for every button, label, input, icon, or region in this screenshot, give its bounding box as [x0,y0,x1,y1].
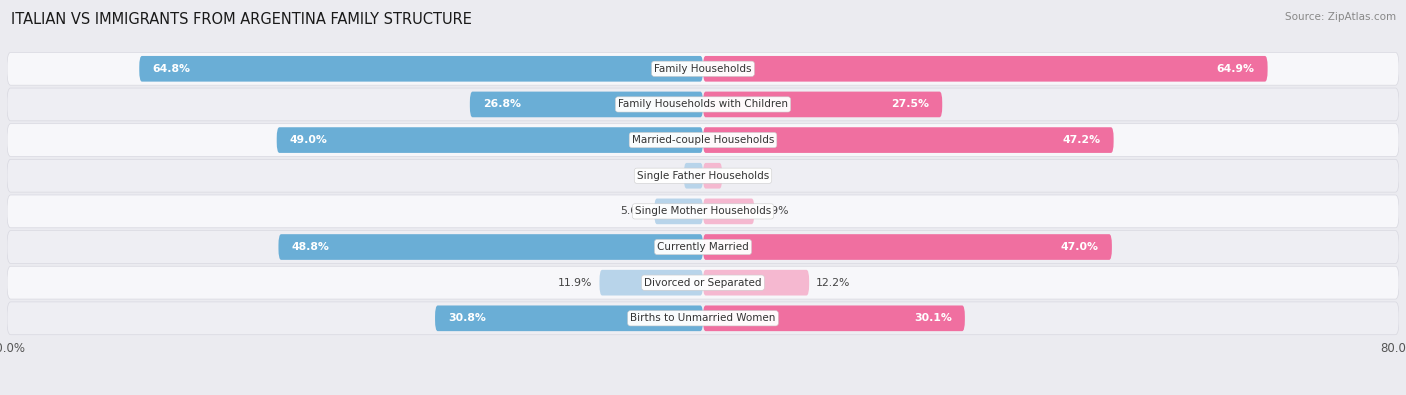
Text: Single Father Households: Single Father Households [637,171,769,181]
FancyBboxPatch shape [703,305,965,331]
FancyBboxPatch shape [703,234,1112,260]
Text: Births to Unmarried Women: Births to Unmarried Women [630,313,776,324]
FancyBboxPatch shape [599,270,703,295]
FancyBboxPatch shape [7,302,1399,335]
FancyBboxPatch shape [703,56,1268,82]
Text: Family Households: Family Households [654,64,752,74]
Text: 5.9%: 5.9% [761,206,789,216]
FancyBboxPatch shape [7,159,1399,192]
FancyBboxPatch shape [7,53,1399,85]
FancyBboxPatch shape [7,266,1399,299]
FancyBboxPatch shape [703,270,808,295]
Text: Divorced or Separated: Divorced or Separated [644,278,762,288]
FancyBboxPatch shape [139,56,703,82]
FancyBboxPatch shape [7,231,1399,263]
Text: 26.8%: 26.8% [482,100,520,109]
FancyBboxPatch shape [683,163,703,188]
Legend: Italian, Immigrants from Argentina: Italian, Immigrants from Argentina [561,390,845,395]
Text: Family Households with Children: Family Households with Children [619,100,787,109]
Text: 5.6%: 5.6% [620,206,647,216]
FancyBboxPatch shape [703,163,723,188]
FancyBboxPatch shape [703,127,1114,153]
Text: Single Mother Households: Single Mother Households [636,206,770,216]
Text: Married-couple Households: Married-couple Households [631,135,775,145]
FancyBboxPatch shape [434,305,703,331]
FancyBboxPatch shape [703,92,942,117]
Text: 27.5%: 27.5% [891,100,929,109]
FancyBboxPatch shape [703,199,755,224]
Text: Currently Married: Currently Married [657,242,749,252]
Text: 49.0%: 49.0% [290,135,328,145]
Text: 47.2%: 47.2% [1063,135,1101,145]
Text: 2.2%: 2.2% [650,171,676,181]
FancyBboxPatch shape [470,92,703,117]
Text: 47.0%: 47.0% [1062,242,1099,252]
FancyBboxPatch shape [277,127,703,153]
FancyBboxPatch shape [7,195,1399,228]
Text: 64.8%: 64.8% [152,64,190,74]
Text: 48.8%: 48.8% [291,242,329,252]
FancyBboxPatch shape [7,88,1399,121]
Text: 11.9%: 11.9% [558,278,592,288]
Text: 30.1%: 30.1% [914,313,952,324]
Text: 30.8%: 30.8% [449,313,486,324]
FancyBboxPatch shape [7,124,1399,156]
Text: 64.9%: 64.9% [1216,64,1254,74]
FancyBboxPatch shape [278,234,703,260]
Text: Source: ZipAtlas.com: Source: ZipAtlas.com [1285,12,1396,22]
Text: 12.2%: 12.2% [815,278,851,288]
Text: 2.2%: 2.2% [730,171,756,181]
Text: ITALIAN VS IMMIGRANTS FROM ARGENTINA FAMILY STRUCTURE: ITALIAN VS IMMIGRANTS FROM ARGENTINA FAM… [11,12,472,27]
FancyBboxPatch shape [654,199,703,224]
